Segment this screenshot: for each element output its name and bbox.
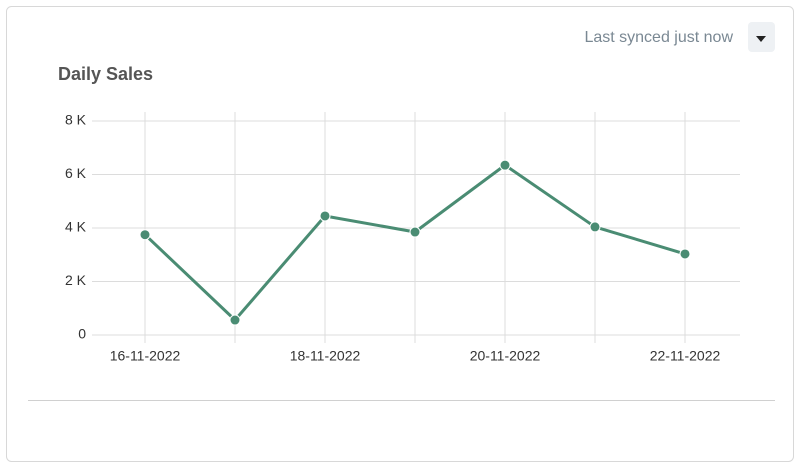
dropdown-button[interactable]	[748, 22, 775, 52]
x-tick-label: 20-11-2022	[470, 348, 541, 364]
x-tick-label: 18-11-2022	[290, 348, 361, 364]
x-tick-label: 16-11-2022	[110, 348, 181, 364]
point	[589, 221, 601, 233]
point	[229, 314, 241, 326]
y-tick-label: 0	[78, 326, 86, 342]
point	[499, 159, 511, 171]
x-tick-label: 22-11-2022	[650, 348, 721, 364]
point	[319, 210, 331, 222]
y-tick-label: 6 K	[65, 165, 87, 181]
y-tick-label: 8 K	[65, 112, 87, 128]
card-border	[6, 6, 794, 462]
y-tick-label: 4 K	[65, 219, 87, 235]
chart-title: Daily Sales	[58, 64, 153, 84]
y-tick-label: 2 K	[65, 272, 87, 288]
point	[139, 229, 151, 241]
dropdown-icon[interactable]	[756, 36, 766, 42]
point	[409, 226, 421, 238]
sync-status: Last synced just now	[584, 29, 733, 46]
point	[679, 248, 691, 260]
